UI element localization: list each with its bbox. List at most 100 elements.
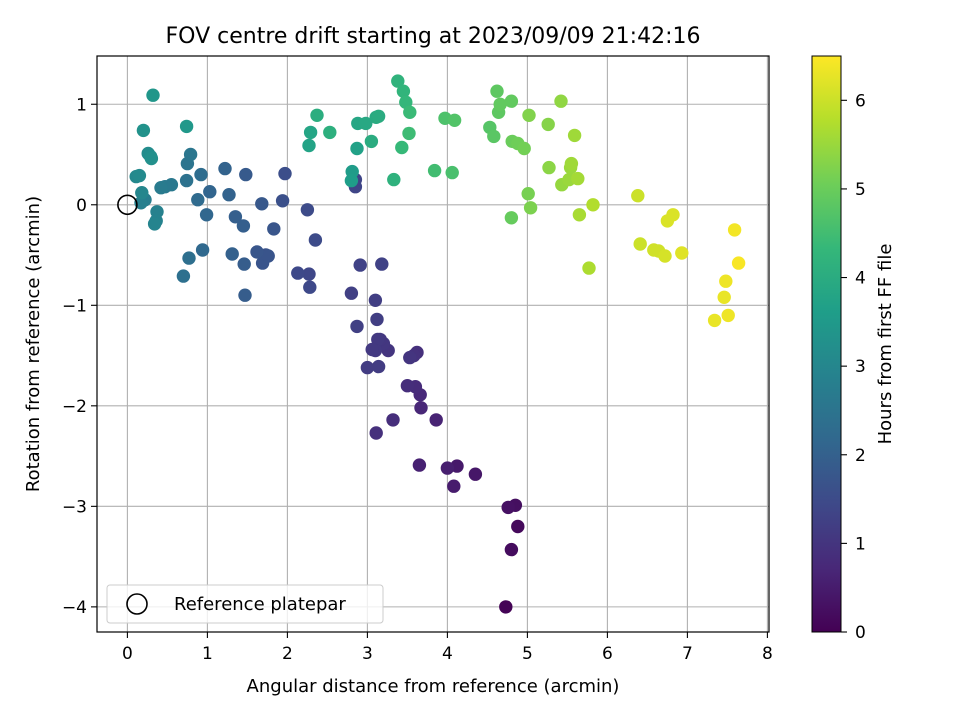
data-point [554,94,568,108]
data-point [658,249,672,263]
data-point [631,189,645,203]
data-point [350,319,364,334]
x-tick-label: 5 [522,644,533,664]
data-point [504,94,519,108]
data-point [203,185,217,199]
data-point [369,426,383,440]
data-point [278,166,292,181]
chart-title: FOV centre drift starting at 2023/09/09 … [166,24,701,49]
y-tick-label: −2 [62,397,87,417]
data-point [493,97,507,112]
data-point [303,125,318,140]
data-point [542,160,556,175]
y-axis-label: Rotation from reference (arcmin) [23,196,44,492]
x-tick-label: 4 [442,644,453,664]
data-point [236,219,251,233]
data-point [365,342,379,357]
data-point [267,222,281,236]
y-tick-label: −3 [62,497,87,517]
data-point [179,119,194,134]
data-point [154,181,168,195]
plot-background [97,56,769,632]
data-point [707,313,722,328]
data-point [499,600,513,614]
data-point [360,360,375,375]
data-point [371,359,386,374]
legend-box [106,584,384,624]
data-point [521,187,535,201]
data-point [183,147,198,162]
data-point [359,116,373,131]
colorbar-tick-label: 1 [855,534,866,554]
data-point [136,123,151,138]
data-point [135,186,149,200]
data-point [302,267,316,281]
data-point [179,173,194,188]
data-point [511,519,525,534]
colorbar-tick-label: 2 [855,446,866,466]
y-tick-label: 1 [76,95,87,115]
data-point [303,280,317,294]
data-point [353,258,367,272]
data-point [238,288,252,302]
data-point [487,129,501,144]
data-point [731,256,746,270]
data-point [582,261,596,275]
x-axis-label: Angular distance from reference (arcmin) [247,676,620,697]
x-tick-label: 6 [602,644,613,664]
colorbar-tick-label: 3 [855,357,866,377]
data-point [218,161,232,176]
data-point [370,312,384,327]
colorbar-gradient [811,55,842,633]
data-point [564,156,579,171]
y-tick-label: −4 [62,598,87,618]
colorbar-tick-label: 4 [855,269,866,289]
data-point [517,141,531,156]
data-point [719,274,733,288]
data-point [291,266,305,280]
data-point [344,286,359,300]
data-point [147,217,162,231]
data-point [375,257,389,271]
data-point [146,88,160,102]
data-point [364,134,379,149]
x-tick-label: 2 [282,644,293,664]
legend: Reference platepar [106,584,384,624]
data-point [501,500,515,515]
scatter-points [117,74,746,614]
legend-label: Reference platepar [174,594,346,615]
x-tick-label: 0 [122,644,133,664]
data-point [414,401,428,415]
data-point [395,140,409,155]
reference-platepar-marker [117,194,138,216]
colorbar-label: Hours from first FF file [875,244,896,445]
colorbar: 0 1 2 3 4 5 6 Hours from first FF file [811,55,896,643]
data-point [523,201,538,215]
data-point [490,84,504,98]
data-point [239,167,253,182]
data-point [541,117,555,132]
data-point [571,171,585,186]
data-point [445,165,459,180]
data-point [468,467,483,481]
data-point [721,308,735,323]
data-point [255,197,269,211]
data-point [427,163,442,178]
data-point [504,211,519,225]
data-point [225,247,239,261]
data-point [134,196,148,210]
data-point [572,208,587,222]
x-tick-label: 8 [762,644,773,664]
data-point [403,105,417,120]
data-point [310,108,324,123]
data-point [400,379,415,393]
colorbar-tick-label: 6 [855,91,866,111]
data-point [666,208,680,222]
data-point [396,84,411,98]
data-point [429,413,443,427]
y-tick-label: 0 [76,196,87,216]
y-tick-label: −1 [62,296,87,316]
data-point [447,479,461,493]
colorbar-tick-label: 5 [855,180,866,200]
